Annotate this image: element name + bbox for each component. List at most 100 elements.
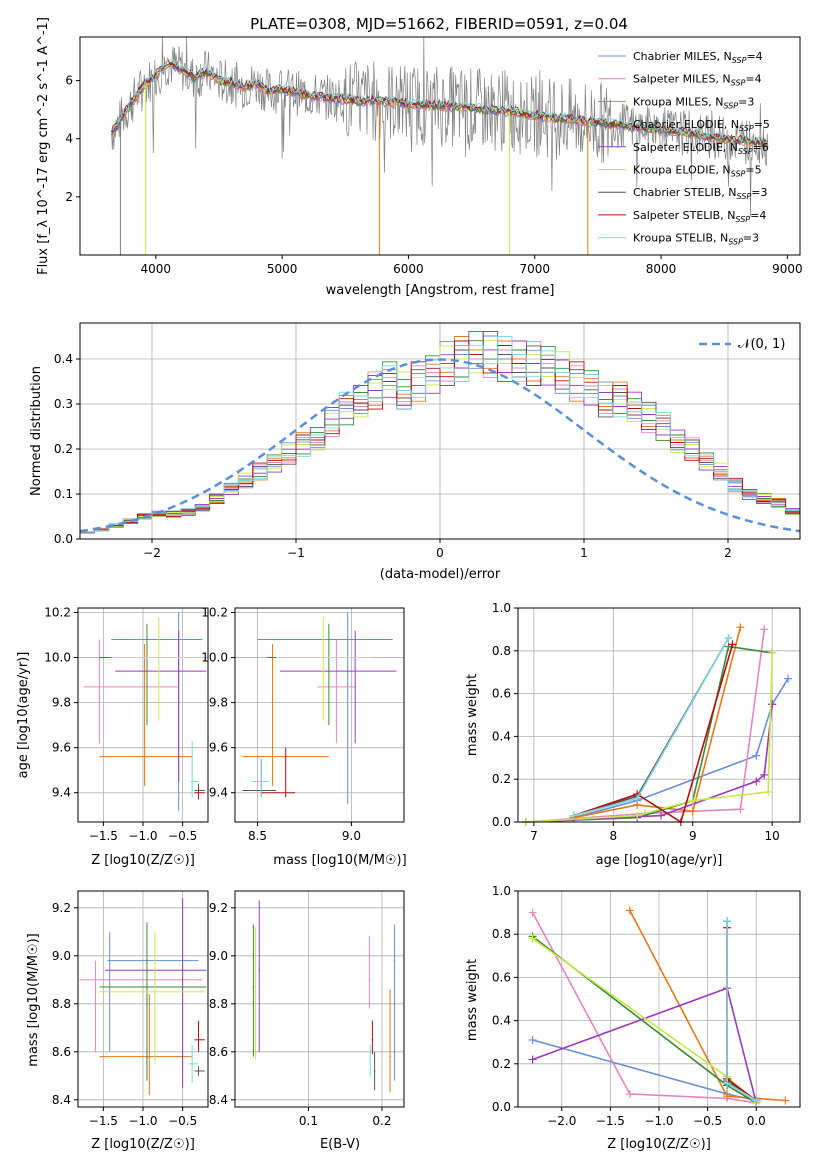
panel-xtick-label: 7 [530, 829, 538, 843]
legend-label: Kroupa ELODIE, NSSP=5 [633, 164, 762, 179]
panel-ytick-label: 9.2 [209, 901, 228, 915]
legend-subscript: SSP [723, 101, 738, 110]
spectrum-xtick-label: 6000 [393, 262, 424, 276]
residual-ytick-label: 0.1 [54, 487, 73, 501]
weight-vs-age-panel: 7 8 9 10 0.0 0.2 0.4 0.6 0.8 1.0 [492, 601, 801, 843]
weight-z-xlabel: Z [log10(Z/Z☉)] [607, 1137, 711, 1152]
mass-z-xlabel: Z [log10(Z/Z☉)] [91, 1137, 195, 1152]
weight-age-xlabel: age [log10(age/yr)] [596, 853, 723, 868]
legend-count: =4 [750, 209, 766, 222]
residual-ytick-label: 0.2 [54, 442, 73, 456]
panel-xtick-label: −1.0 [128, 1114, 157, 1128]
panel-ytick-label: 8.4 [209, 1093, 228, 1107]
panel-xtick-label: −1.5 [89, 829, 118, 843]
legend-count: =3 [743, 232, 759, 245]
spectrum-xtick-label: 9000 [772, 262, 803, 276]
residual-panel: −2 −1 0 1 2 0.0 0.1 0.2 0.3 0.4 (data-model)/erro… [29, 322, 801, 582]
panel-ytick-label: 8.8 [209, 997, 228, 1011]
panel-ytick-label: 10.2 [201, 606, 228, 620]
panel-frame [234, 607, 405, 823]
mass-z-ylabel: mass [log10(M/M☉)] [26, 933, 41, 1066]
panel-xtick-label: −1.0 [128, 829, 157, 843]
spectrum-xtick-label: 4000 [141, 262, 172, 276]
panel-ytick-label: 9.6 [209, 741, 228, 755]
panel-xtick-label: 10 [765, 829, 780, 843]
spectrum-ylabel: Flux [f_λ 10^-17 erg cm^-2 s^-1 A^-1] [36, 17, 51, 275]
legend-count: =3 [738, 95, 754, 108]
panel-frame [517, 890, 801, 1108]
panel-ytick-label: 10.2 [44, 606, 71, 620]
panel-xtick-label: −1.5 [596, 1114, 625, 1128]
spectrum-ytick-label: 6 [65, 74, 73, 88]
spectrum-legend: Chabrier MILES, NSSP=4 Salpeter MILES, NS… [598, 50, 770, 247]
residual-xlabel: (data-model)/error [380, 567, 501, 582]
panel-ytick-label: 0.2 [492, 1057, 511, 1071]
spectrum-panel: 4000 5000 6000 7000 8000 9000 2 4 6 wavelength [… [36, 17, 803, 298]
panel-ytick-label: 1.0 [492, 884, 511, 898]
panel-ytick-label: 0.6 [492, 687, 511, 701]
panel-ytick-label: 0.6 [492, 970, 511, 984]
legend-subscript: SSP [732, 56, 747, 65]
panel-frame [234, 890, 405, 1108]
panel-xtick-label: 9 [689, 829, 697, 843]
weight-series-line [573, 644, 734, 824]
weight-series-line [531, 912, 757, 1104]
mass-vs-ebv-panel: 0.1 0.2 8.4 8.6 8.8 9.0 9.2 [209, 890, 405, 1128]
spectrum-frame [79, 36, 801, 256]
legend-label: Chabrier ELODIE, NSSP=5 [633, 118, 770, 133]
panel-ytick-label: 0.4 [492, 1014, 511, 1028]
residual-xtick-label: −2 [143, 546, 161, 560]
panel-ytick-label: 0.0 [492, 815, 511, 829]
residual-ylabel: Normed distribution [29, 366, 44, 496]
panel-ytick-label: 0.2 [492, 772, 511, 786]
legend-subscript: SSP [739, 124, 754, 133]
legend-count: =6 [753, 141, 769, 154]
legend-subscript: SSP [738, 147, 753, 156]
panel-xtick-label: −0.5 [168, 1114, 197, 1128]
residual-xtick-label: 1 [580, 546, 588, 560]
residual-ticks: −2 −1 0 1 2 0.0 0.1 0.2 0.3 0.4 [54, 352, 732, 560]
spectrum-xlabel: wavelength [Angstrom, rest frame] [326, 283, 555, 298]
spectrum-ytick-label: 2 [65, 190, 73, 204]
legend-label: Kroupa STELIB, NSSP=3 [633, 232, 759, 247]
residual-xtick-label: 2 [724, 546, 732, 560]
age-z-xlabel: Z [log10(Z/Z☉)] [91, 853, 195, 868]
panel-xtick-label: −2.0 [547, 1114, 576, 1128]
panel-xtick-label: 0.2 [372, 1114, 391, 1128]
legend-subscript: SSP [731, 79, 746, 88]
panel-ytick-label: 9.6 [52, 741, 71, 755]
legend-label: Salpeter MILES, NSSP=4 [633, 73, 762, 88]
panel-ytick-label: 0.8 [492, 644, 511, 658]
spectrum-ticks: 4000 5000 6000 7000 8000 9000 2 4 6 [65, 74, 802, 276]
panel-ytick-label: 8.8 [52, 997, 71, 1011]
legend-subscript: SSP [728, 238, 743, 247]
age-mass-xlabel: mass [log10(M/M☉)] [273, 853, 406, 868]
panel-xtick-label: −1.0 [644, 1114, 673, 1128]
panel-xtick-label: −0.5 [168, 829, 197, 843]
residual-histogram-step [80, 330, 800, 534]
legend-label: Salpeter STELIB, NSSP=4 [633, 209, 766, 224]
panel-ytick-label: 8.4 [52, 1093, 71, 1107]
spectrum-ytick-label: 4 [65, 132, 73, 146]
panel-ytick-label: 9.4 [209, 786, 228, 800]
panel-ytick-label: 8.6 [52, 1045, 71, 1059]
panel-xtick-label: 8.5 [248, 829, 267, 843]
weight-vs-z-panel: −2.0 −1.5 −1.0 −0.5 0.0 0.0 0.2 0.4 0.6 0.8 1.0 [492, 884, 801, 1128]
age-z-ylabel: age [log10(age/yr)] [16, 652, 31, 779]
legend-count: =4 [745, 73, 761, 86]
legend-count: =3 [751, 186, 767, 199]
legend-count: =5 [745, 164, 761, 177]
panel-ytick-label: 9.0 [52, 949, 71, 963]
panel-xtick-label: 0.1 [299, 1114, 318, 1128]
legend-subscript: SSP [735, 215, 750, 224]
residual-histogram-step [80, 336, 800, 533]
spectrum-lines [111, 36, 769, 255]
gaussian-legend-label: 𝒩(0, 1) [738, 337, 785, 352]
spectrum-xtick-label: 5000 [267, 262, 298, 276]
panel-frame [517, 607, 801, 823]
legend-count: =4 [746, 50, 762, 63]
residual-ytick-label: 0.0 [54, 532, 73, 546]
panel-ytick-label: 9.4 [52, 786, 71, 800]
